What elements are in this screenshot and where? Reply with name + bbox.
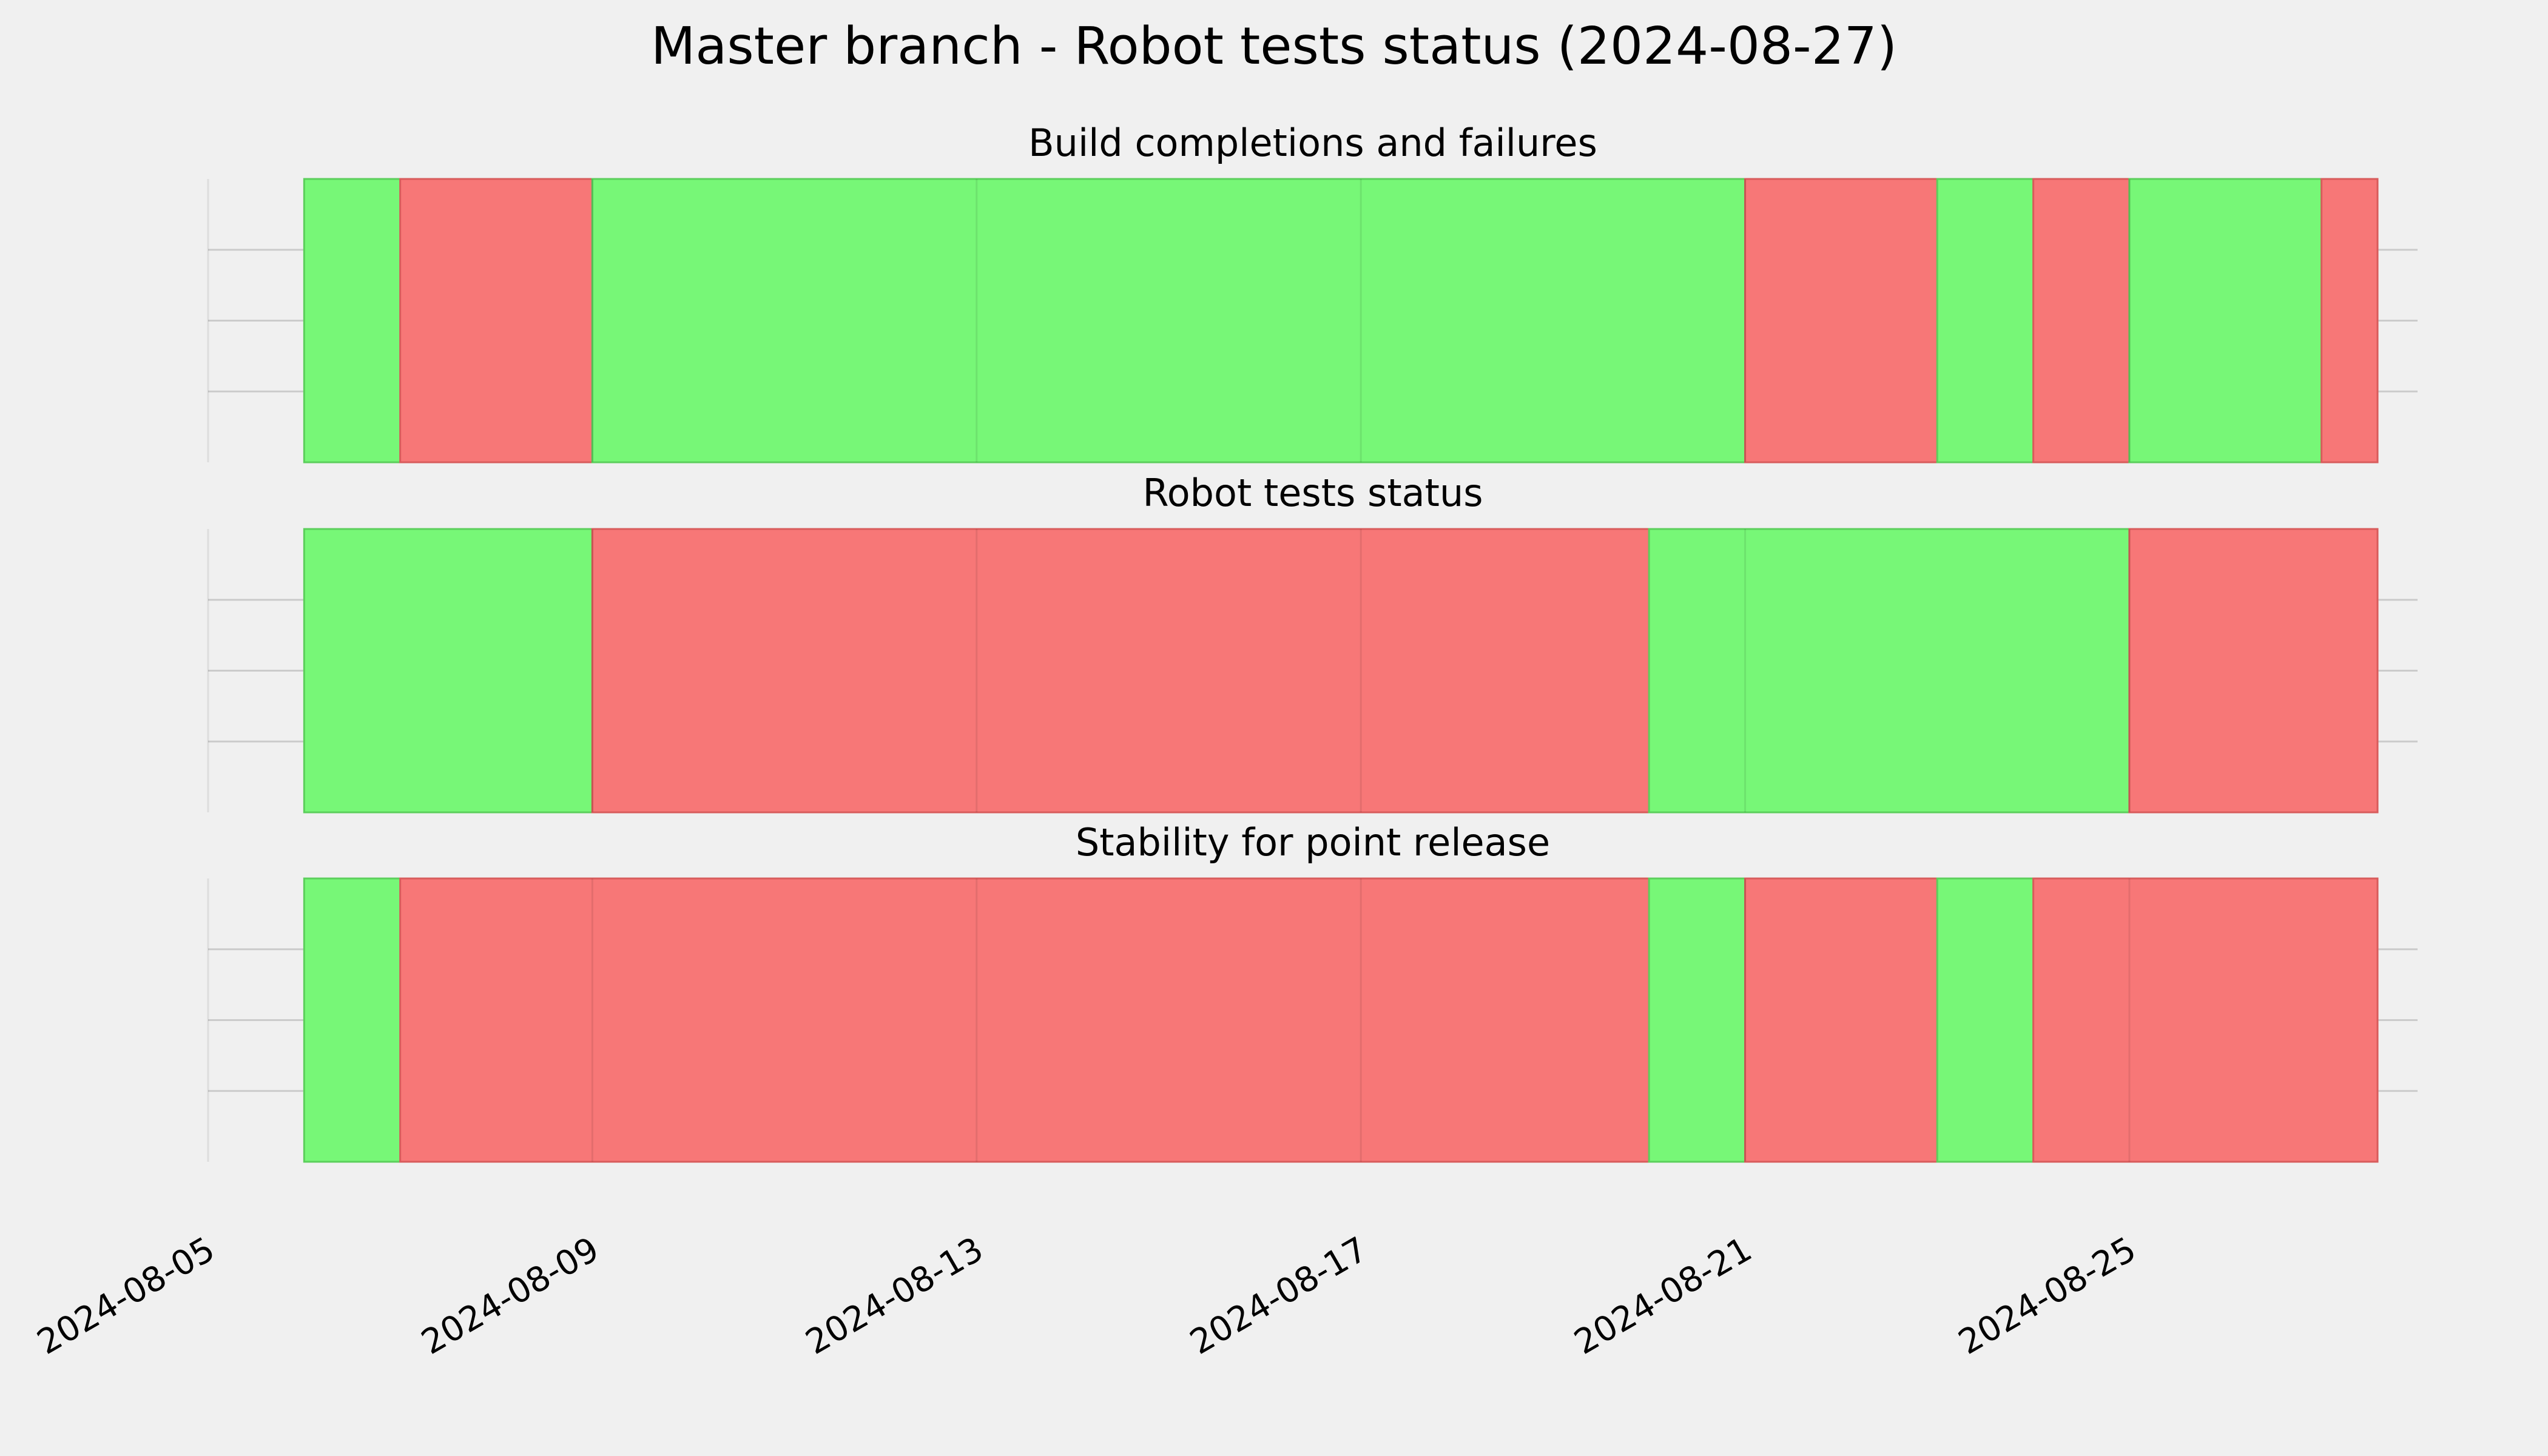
panel-3: Stability for point release [207,820,2418,1163]
status-segment-pass [591,178,1747,463]
chart-title: Master branch - Robot tests status (2024… [651,16,1897,76]
panel-title: Build completions and failures [1028,121,1597,165]
status-segment-fail [399,178,593,463]
status-segment-pass [303,528,593,814]
status-segment-pass [1648,528,2131,814]
status-segment-fail [2032,877,2379,1163]
panel-1: Build completions and failures [207,121,2418,463]
status-segment-fail [2320,178,2379,463]
status-segment-pass [303,178,402,463]
panel-title: Robot tests status [1142,471,1483,515]
panel-title: Stability for point release [1076,820,1550,864]
status-segment-fail [2032,178,2131,463]
status-segment-pass [1648,877,1747,1163]
status-segment-pass [1936,877,2035,1163]
status-segment-pass [303,877,402,1163]
status-segment-fail [399,877,1650,1163]
status-segment-fail [2128,528,2379,814]
status-segment-fail [1744,178,1938,463]
status-segment-pass [1936,178,2035,463]
chart-panels: Build completions and failures Robot test… [207,121,2418,1163]
panel-2: Robot tests status [207,471,2418,814]
status-segment-pass [2128,178,2323,463]
status-segment-fail [591,528,1650,814]
status-segment-fail [1744,877,1938,1163]
